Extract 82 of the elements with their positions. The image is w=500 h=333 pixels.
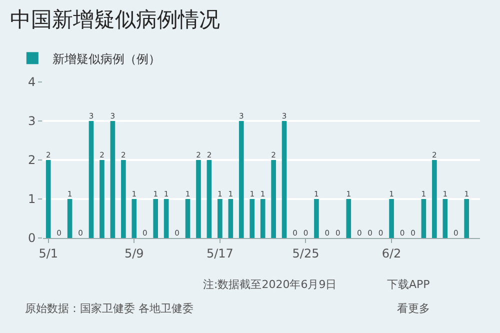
bar [260, 199, 266, 238]
data-label: 2 [121, 150, 126, 160]
bar [218, 199, 222, 238]
data-label: 0 [292, 228, 298, 238]
data-label: 0 [336, 228, 341, 238]
bar [88, 121, 94, 238]
legend-label: 新增疑似病例（例） [52, 52, 160, 66]
data-label: 0 [410, 228, 416, 238]
y-tick-label: 4 [28, 75, 36, 90]
data-label: 3 [110, 112, 116, 121]
data-label: 0 [324, 228, 330, 238]
bar [421, 199, 426, 238]
bar [164, 199, 169, 238]
bar [389, 199, 394, 238]
text: 下载APP [387, 278, 430, 291]
x-tick-label: 5/1 [38, 246, 58, 260]
y-tick-label: 0 [28, 231, 36, 246]
data-label: 1 [67, 190, 72, 199]
bar [442, 199, 448, 238]
data-label: 1 [132, 190, 137, 199]
data-label: 1 [164, 190, 169, 199]
text: 看更多 [397, 302, 430, 315]
data-label: 2 [46, 150, 51, 160]
bar [46, 160, 51, 238]
data-label: 2 [432, 150, 438, 160]
bar [228, 199, 234, 238]
data-label: 0 [400, 228, 405, 238]
data-label: 1 [260, 190, 266, 199]
data-label: 0 [174, 228, 180, 238]
bar [282, 121, 287, 238]
bar [314, 199, 319, 238]
bar [271, 160, 276, 238]
data-label: 1 [218, 190, 223, 199]
x-tick-label: 5/17 [206, 246, 234, 260]
y-tick-label: 1 [28, 192, 36, 206]
bar [110, 121, 116, 238]
bar [100, 160, 104, 238]
data-label: 1 [153, 190, 158, 199]
text: 注:数据截至2020年6月9日 [203, 278, 337, 291]
data-label: 0 [56, 228, 62, 238]
bar [196, 160, 201, 238]
data-label: 2 [196, 150, 202, 160]
bar [185, 199, 190, 238]
y-tick-label: 2 [28, 153, 36, 168]
bar [67, 199, 72, 238]
x-tick-label: 6/2 [382, 246, 402, 260]
data-label: 1 [314, 190, 320, 199]
x-tick-label: 5/9 [124, 246, 144, 260]
bar [238, 121, 244, 238]
data-label: 2 [206, 150, 212, 160]
data-label: 1 [250, 190, 255, 199]
bar [464, 199, 470, 238]
bar [250, 199, 255, 238]
data-label: 2 [271, 150, 276, 160]
data-label: 1 [389, 190, 394, 199]
bar [206, 160, 212, 238]
bar [121, 160, 126, 238]
data-label: 1 [228, 190, 234, 199]
data-label: 0 [356, 228, 362, 238]
data-label: 3 [88, 112, 94, 121]
data-label: 3 [282, 112, 287, 121]
data-label: 0 [378, 228, 384, 238]
text: 原始数据：国家卫健委 各地卫健委 [25, 302, 194, 315]
data-label: 3 [238, 112, 244, 121]
data-label: 1 [442, 190, 448, 199]
x-tick-label: 5/25 [292, 246, 320, 260]
data-label: 2 [100, 150, 105, 160]
bar [346, 199, 352, 238]
data-label: 1 [346, 190, 352, 199]
data-label: 0 [78, 228, 84, 238]
data-label: 0 [142, 228, 148, 238]
chart-title: 中国新增疑似病例情况 [10, 7, 220, 32]
data-label: 1 [421, 190, 426, 199]
data-label: 1 [464, 190, 470, 199]
bar [432, 160, 437, 238]
y-tick-label: 3 [28, 114, 36, 128]
data-label: 0 [453, 228, 458, 238]
data-label: 0 [303, 228, 308, 238]
bar [153, 199, 158, 238]
data-label: 0 [368, 228, 373, 238]
data-label: 1 [185, 190, 190, 199]
bar [132, 199, 137, 238]
